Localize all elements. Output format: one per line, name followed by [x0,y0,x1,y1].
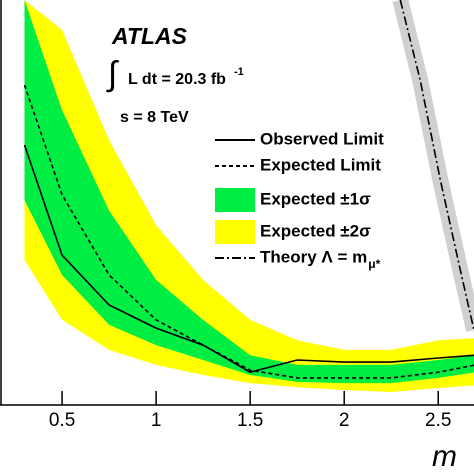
legend-label: Expected ±1σ [260,189,371,208]
chart-title: ATLAS [111,23,188,49]
legend-subscript: μ* [368,257,380,271]
x-axis-label: m [432,440,457,473]
axes [0,0,474,406]
legend-swatch [215,188,255,212]
legend: Observed Limit Expected Limit Expected ±1σ… [215,129,384,271]
lumi-exponent: -1 [234,66,244,78]
legend-label: Expected Limit [260,155,381,174]
x-tick-label: 2.5 [425,410,451,431]
lumi-label: L dt = 20.3 fb [128,71,226,88]
legend-label: Expected ±2σ [260,221,371,240]
x-tick-label: 1 [151,410,162,431]
integral-sign: ∫ [106,55,119,93]
legend-label: Observed Limit [260,129,384,148]
x-tick-label: 1.5 [237,410,263,431]
x-tick-label: 2 [339,410,350,431]
legend-label: Theory Λ = m [260,247,367,266]
theory-line [399,0,474,331]
error-band [24,0,474,384]
theory-band [392,0,474,332]
limit-line [23,144,474,374]
limit-line [23,84,474,379]
plot-area [23,0,474,392]
energy-label: s = 8 TeV [120,109,189,126]
x-tick-label: 0.5 [49,410,75,431]
legend-swatch [215,220,255,244]
